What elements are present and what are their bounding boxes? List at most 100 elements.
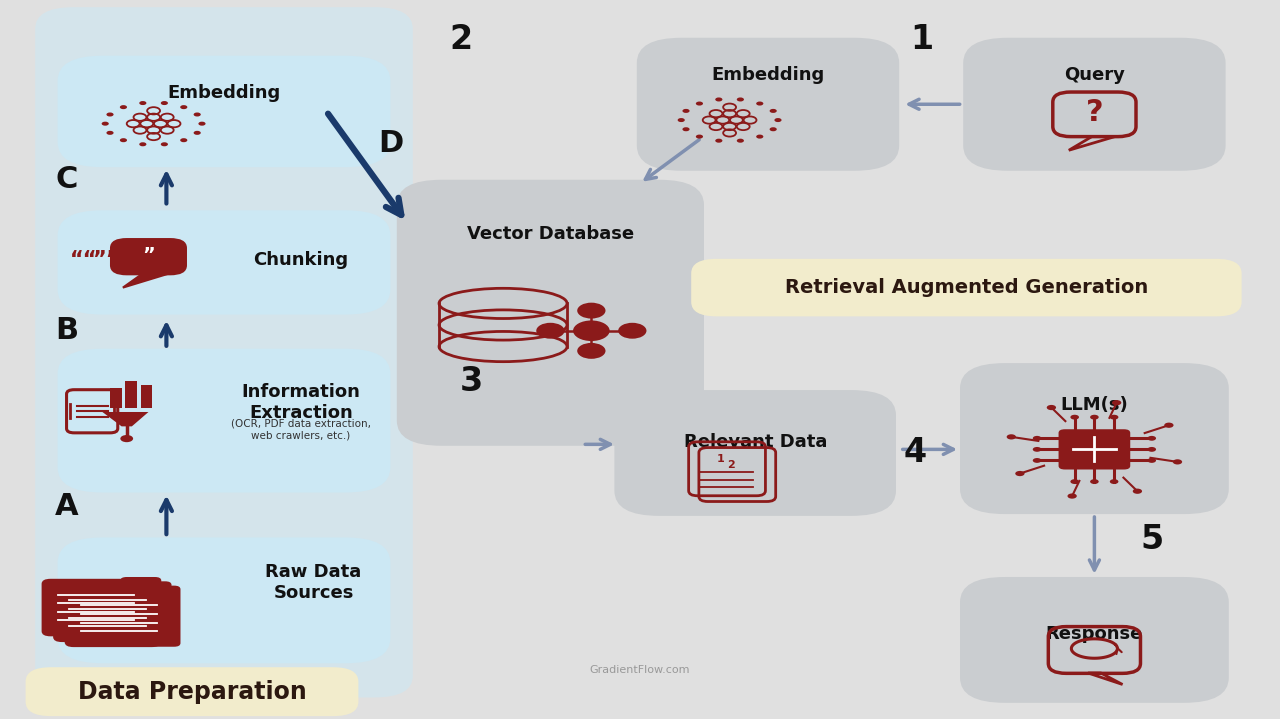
- Text: 1: 1: [717, 454, 724, 464]
- Circle shape: [618, 323, 646, 339]
- Circle shape: [774, 118, 782, 122]
- Circle shape: [1165, 423, 1174, 428]
- Circle shape: [161, 101, 168, 105]
- Circle shape: [696, 101, 703, 106]
- Circle shape: [1147, 447, 1156, 452]
- Text: B: B: [55, 316, 78, 345]
- Text: D: D: [378, 129, 403, 158]
- Text: ””: ””: [92, 250, 120, 270]
- Text: 5: 5: [1140, 523, 1164, 556]
- Circle shape: [737, 139, 744, 142]
- Circle shape: [1033, 436, 1042, 441]
- Text: 1: 1: [910, 23, 933, 56]
- FancyBboxPatch shape: [58, 538, 390, 663]
- Circle shape: [140, 142, 146, 146]
- Circle shape: [1068, 493, 1076, 499]
- Polygon shape: [123, 274, 168, 288]
- Circle shape: [716, 98, 722, 101]
- Circle shape: [161, 142, 168, 146]
- FancyBboxPatch shape: [637, 37, 900, 171]
- Circle shape: [696, 134, 703, 139]
- Circle shape: [180, 105, 187, 109]
- Circle shape: [1112, 400, 1121, 406]
- FancyBboxPatch shape: [58, 56, 390, 168]
- FancyBboxPatch shape: [64, 590, 161, 647]
- Circle shape: [1047, 405, 1056, 410]
- Circle shape: [677, 118, 685, 122]
- FancyBboxPatch shape: [58, 349, 390, 493]
- Circle shape: [1147, 436, 1156, 441]
- Circle shape: [180, 138, 187, 142]
- Text: ”: ”: [142, 247, 155, 265]
- FancyBboxPatch shape: [963, 37, 1226, 171]
- Circle shape: [1091, 415, 1098, 420]
- FancyBboxPatch shape: [41, 579, 137, 636]
- Circle shape: [1091, 479, 1098, 484]
- Text: 3: 3: [460, 365, 483, 398]
- Circle shape: [193, 112, 201, 116]
- FancyBboxPatch shape: [131, 581, 172, 643]
- FancyBboxPatch shape: [111, 239, 186, 274]
- Text: 2: 2: [449, 23, 472, 56]
- Circle shape: [1070, 415, 1079, 420]
- FancyBboxPatch shape: [1059, 429, 1130, 470]
- Text: 4: 4: [904, 436, 927, 470]
- Circle shape: [577, 343, 605, 359]
- FancyBboxPatch shape: [125, 381, 137, 408]
- Circle shape: [1110, 415, 1119, 420]
- Circle shape: [120, 105, 127, 109]
- Text: Chunking: Chunking: [253, 251, 348, 270]
- FancyBboxPatch shape: [140, 585, 180, 647]
- Circle shape: [120, 435, 133, 442]
- FancyBboxPatch shape: [960, 363, 1229, 514]
- Circle shape: [1133, 489, 1142, 494]
- Text: Response: Response: [1046, 625, 1143, 644]
- Text: C: C: [55, 165, 78, 194]
- Circle shape: [716, 139, 722, 142]
- Circle shape: [1172, 459, 1183, 464]
- Circle shape: [682, 127, 690, 132]
- FancyBboxPatch shape: [110, 388, 122, 408]
- FancyBboxPatch shape: [35, 7, 412, 697]
- FancyBboxPatch shape: [120, 577, 161, 638]
- Circle shape: [1015, 471, 1024, 476]
- FancyBboxPatch shape: [52, 585, 148, 642]
- Circle shape: [193, 131, 201, 135]
- Text: (OCR, PDF data extraction,
web crawlers, etc.): (OCR, PDF data extraction, web crawlers,…: [230, 418, 371, 440]
- FancyBboxPatch shape: [141, 385, 152, 408]
- Text: Embedding: Embedding: [168, 84, 280, 103]
- FancyBboxPatch shape: [691, 259, 1242, 316]
- Text: A: A: [55, 493, 78, 521]
- Text: Data Preparation: Data Preparation: [78, 679, 306, 704]
- Text: LLM(s): LLM(s): [1061, 395, 1128, 414]
- Circle shape: [577, 303, 605, 319]
- Circle shape: [769, 109, 777, 113]
- Circle shape: [682, 109, 690, 113]
- Text: Embedding: Embedding: [712, 66, 824, 85]
- Circle shape: [106, 131, 114, 135]
- Text: ““: ““: [69, 250, 97, 270]
- Text: 2: 2: [727, 460, 735, 470]
- Circle shape: [1033, 458, 1042, 463]
- Circle shape: [106, 112, 114, 116]
- Text: GradientFlow.com: GradientFlow.com: [590, 665, 690, 675]
- Circle shape: [1033, 447, 1042, 452]
- Text: Information
Extraction: Information Extraction: [242, 383, 360, 422]
- FancyBboxPatch shape: [614, 390, 896, 516]
- Circle shape: [737, 98, 744, 101]
- Circle shape: [1006, 434, 1016, 439]
- Circle shape: [769, 127, 777, 132]
- Text: Retrieval Augmented Generation: Retrieval Augmented Generation: [785, 278, 1148, 297]
- Circle shape: [1147, 458, 1156, 463]
- Circle shape: [573, 321, 609, 341]
- Circle shape: [1070, 479, 1079, 484]
- FancyBboxPatch shape: [58, 211, 390, 315]
- Circle shape: [536, 323, 564, 339]
- Circle shape: [140, 101, 146, 105]
- FancyBboxPatch shape: [26, 667, 358, 716]
- Circle shape: [756, 101, 763, 106]
- Circle shape: [198, 122, 206, 126]
- Circle shape: [101, 122, 109, 126]
- Circle shape: [1110, 479, 1119, 484]
- FancyBboxPatch shape: [397, 180, 704, 446]
